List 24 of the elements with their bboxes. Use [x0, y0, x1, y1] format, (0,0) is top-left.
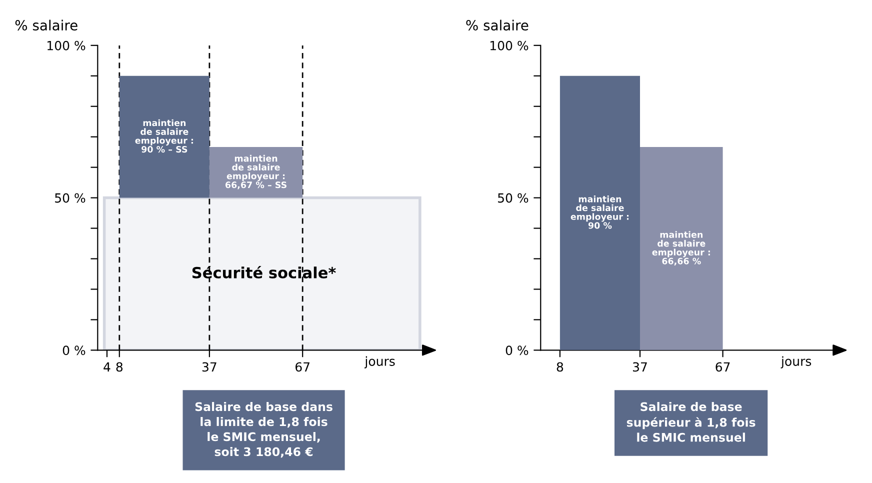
annotation: maintien de salaire employeur : 90 %: [570, 196, 629, 229]
band-label: Sécurité sociale*: [192, 266, 336, 278]
y-tick-label: 0 %: [506, 346, 528, 356]
text: Salaire de base supérieur à 1,8 fois le SMIC mensuel: [626, 402, 756, 442]
x-axis-title: jours: [364, 356, 395, 368]
x-tick-label: 8: [556, 362, 564, 372]
x-tick-label: 67: [296, 362, 310, 372]
y-tick-label: 100 %: [48, 40, 86, 50]
x-tick-label: 8: [116, 362, 123, 372]
x-tick-label: 67: [716, 362, 730, 372]
x-tick-label: 4: [104, 362, 110, 372]
y-axis-title: % salaire: [466, 20, 528, 31]
y-tick-label: 0 %: [62, 346, 86, 356]
y-tick-label: 50 %: [498, 193, 528, 203]
y-tick-label: 50 %: [55, 193, 86, 203]
x-tick-label: 37: [633, 362, 647, 372]
text: Salaire de base dans la limite de 1,8 fois le SMIC mensuel, soit 3 180,46 €: [195, 402, 332, 458]
y-tick-label: 100 %: [490, 40, 528, 50]
x-axis-title: jours: [780, 356, 812, 368]
annotation: maintien de salaire employeur : 66,67 % – SS: [225, 154, 286, 190]
y-axis-title: % salaire: [15, 20, 78, 31]
annotation: maintien de salaire employeur : 66,66 %: [652, 231, 710, 266]
annotation: maintien de salaire employeur : 90 % – SS: [135, 119, 193, 153]
x-tick-label: 37: [202, 362, 216, 372]
